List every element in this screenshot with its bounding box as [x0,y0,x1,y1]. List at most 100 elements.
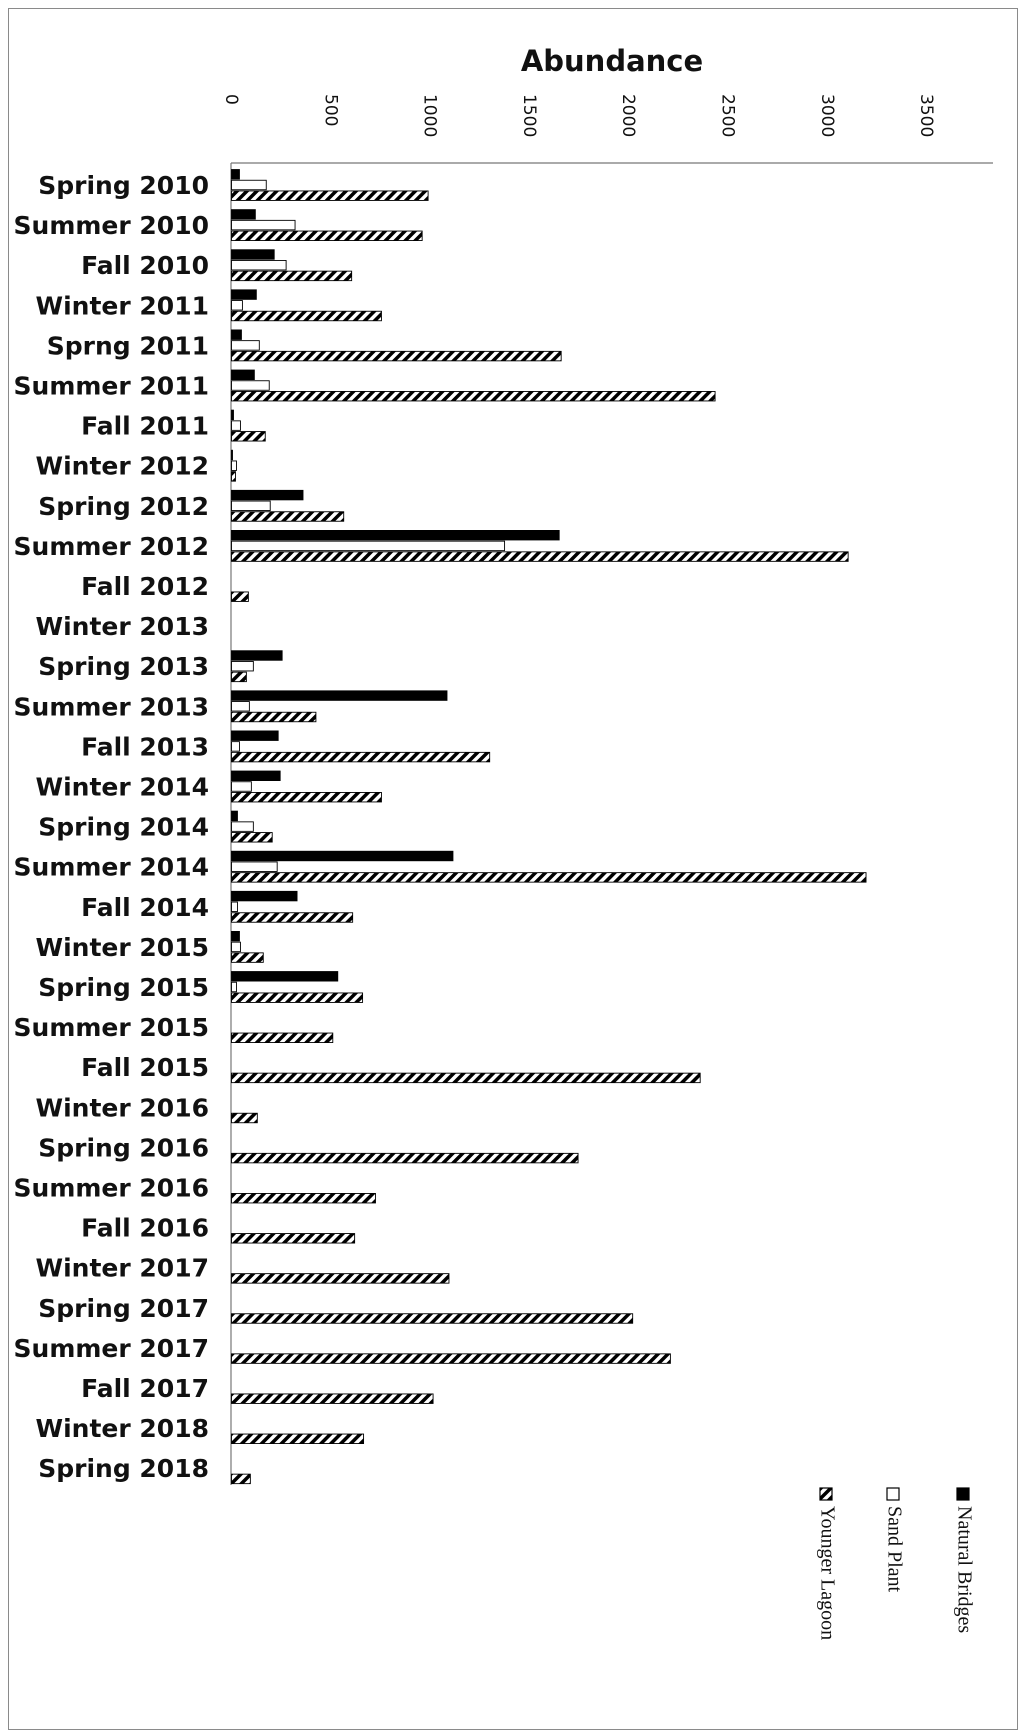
bar-sand-plant [231,420,241,431]
bar-natural-bridges [231,810,238,822]
bar-sand-plant [231,179,267,191]
bar-younger-lagoon [231,952,264,963]
bar-younger-lagoon [231,511,345,522]
category-label: Spring 2015 [38,973,209,1002]
legend-swatch [819,1487,833,1501]
bar-younger-lagoon [231,1473,251,1485]
bar-natural-bridges [231,650,283,661]
x-tick-label: 3500 [916,94,936,137]
bar-younger-lagoon [231,872,867,883]
x-tick-label: 500 [320,94,340,126]
bar-natural-bridges [231,249,275,260]
bar-natural-bridges [231,409,234,421]
category-label: Spring 2016 [38,1133,209,1162]
bar-natural-bridges [231,369,255,380]
bar-younger-lagoon [231,310,382,322]
category-label: Sprng 2011 [47,331,209,360]
x-axis-ticks: 0 500 1000 1500 2000 2500 3000 3500 [221,94,936,137]
bar-sand-plant [231,260,287,271]
category-label: Spring 2017 [38,1294,209,1323]
bar-natural-bridges [231,209,256,220]
bar-sand-plant [231,781,252,792]
category-label: Winter 2014 [36,773,209,802]
category-label: Fall 2013 [81,732,209,761]
category-label: Fall 2010 [81,251,209,280]
category-label: Fall 2015 [81,1053,209,1082]
bar-younger-lagoon [231,551,849,562]
bar-younger-lagoon [231,1192,376,1204]
bar-natural-bridges [231,770,281,781]
category-label: Summer 2011 [14,372,209,401]
category-label: Summer 2016 [14,1174,209,1203]
category-label: Winter 2011 [36,291,209,320]
category-label: Fall 2017 [81,1374,209,1403]
bar-natural-bridges [231,489,304,501]
x-tick-label: 2000 [618,94,638,137]
bar-natural-bridges [231,850,454,862]
bar-younger-lagoon [231,1152,579,1164]
bar-sand-plant [231,981,237,993]
bar-natural-bridges [231,690,448,701]
category-label: Winter 2012 [36,452,209,481]
x-tick-label: 2500 [718,94,738,137]
bar-sand-plant [231,941,241,953]
legend-swatch [886,1487,900,1501]
bar-younger-lagoon [231,190,429,201]
category-label: Fall 2014 [81,893,209,922]
bar-younger-lagoon [231,1433,365,1445]
category-label: Summer 2015 [14,1013,209,1042]
legend-label: Younger Lagoon [816,1506,838,1640]
bar-younger-lagoon [231,711,317,723]
bar-younger-lagoon [231,671,247,683]
bar-sand-plant [231,460,237,471]
bar-sand-plant [231,861,278,872]
bar-younger-lagoon [231,751,491,763]
category-label: Spring 2013 [38,652,209,681]
legend: Natural Bridges Sand Plant Younger Lagoon [816,1487,975,1640]
bar-younger-lagoon [231,992,364,1003]
category-label: Fall 2016 [81,1214,209,1243]
category-label: Spring 2014 [38,813,209,842]
bar-younger-lagoon [231,1353,671,1364]
bar-natural-bridges [231,890,298,902]
category-label: Summer 2017 [14,1334,209,1363]
bar-younger-lagoon [231,792,382,803]
bar-younger-lagoon [231,230,423,242]
legend-label: Sand Plant [883,1506,905,1593]
category-label: Fall 2012 [81,572,209,601]
chart-title: Abundance [521,44,703,78]
bar-sand-plant [231,300,243,311]
category-label: Fall 2011 [81,412,209,441]
bar-younger-lagoon [231,431,266,442]
x-tick-label: 1500 [519,94,539,137]
legend-label: Natural Bridges [953,1506,975,1633]
category-labels: Spring 2010 Summer 2010 Fall 2010 Winter 20… [14,171,209,1483]
bar-natural-bridges [231,971,339,982]
bar-sand-plant [231,901,238,912]
bar-younger-lagoon [231,1032,334,1044]
bar-sand-plant [231,219,296,231]
bar-natural-bridges [231,730,279,741]
bar-younger-lagoon [231,1233,356,1244]
x-tick-label: 0 [221,94,241,105]
bar-sand-plant [231,540,506,552]
category-label: Summer 2010 [14,211,209,240]
chart-frame [8,8,1018,1730]
category-label: Summer 2012 [14,532,209,561]
bar-younger-lagoon [231,1112,258,1124]
category-label: Spring 2010 [38,171,209,200]
category-label: Winter 2017 [36,1254,209,1283]
bar-natural-bridges [231,931,240,942]
category-label: Spring 2018 [38,1454,209,1483]
bar-sand-plant [231,340,260,351]
category-label: Summer 2014 [14,853,209,882]
bar-younger-lagoon [231,270,353,282]
bar-sand-plant [231,380,270,391]
bar-natural-bridges [231,169,240,180]
bar-younger-lagoon [231,1313,634,1324]
category-label: Winter 2016 [36,1093,209,1122]
bars [231,169,867,1485]
bar-younger-lagoon [231,591,249,602]
category-label: Winter 2015 [36,933,209,962]
bar-sand-plant [231,701,250,712]
